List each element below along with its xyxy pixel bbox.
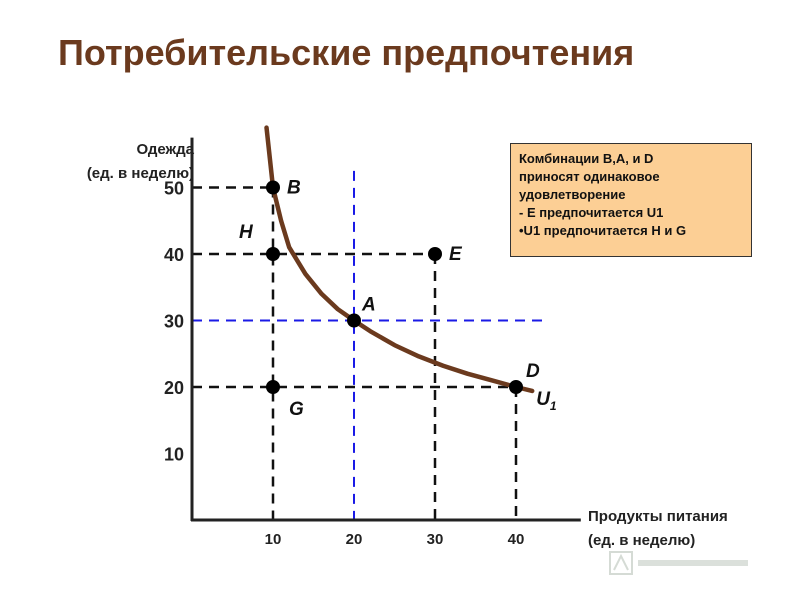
point-label-d: D — [526, 361, 540, 382]
legend-line: - E предпочитается U1 — [519, 205, 664, 220]
x-axis-label-line: (ед. в неделю) — [588, 532, 696, 549]
x-tick-label: 10 — [265, 531, 282, 548]
point-h — [266, 247, 280, 261]
y-tick-label: 50 — [164, 179, 184, 199]
y-axis-label-line: Одежда — [136, 141, 194, 158]
y-axis-label-line: (ед. в неделю) — [86, 165, 194, 182]
chart-title: Потребительские предпочтения — [58, 32, 635, 73]
point-a — [347, 313, 361, 328]
x-axis-label: Продукты питания (ед. в неделю) — [588, 505, 728, 553]
point-label-b: B — [287, 178, 301, 199]
point-label-e: E — [449, 244, 463, 265]
legend-line: •U1 предпочитается H и G — [519, 223, 687, 238]
point-e — [428, 247, 442, 261]
y-tick-label: 20 — [164, 378, 184, 398]
y-tick-label: 40 — [164, 245, 184, 265]
legend-box: Комбинации B,A, и D приносят одинаковое … — [510, 143, 752, 257]
legend-line: удовлетворение — [519, 187, 626, 202]
curve-label: U1 — [536, 389, 557, 413]
point-label-g: G — [289, 399, 304, 420]
legend-line: приносят одинаковое — [519, 169, 660, 184]
point-b — [266, 180, 280, 195]
y-tick-label: 30 — [164, 312, 184, 332]
point-label-a: A — [361, 295, 376, 316]
x-tick-label: 30 — [427, 531, 444, 548]
indifference-curve — [264, 125, 535, 394]
watermark-logo — [609, 551, 748, 575]
legend-line: Комбинации B,A, и D — [519, 151, 654, 166]
curve-label-subscript: 1 — [550, 399, 557, 413]
x-tick-label: 40 — [508, 531, 525, 548]
x-axis-label-line: Продукты питания — [588, 508, 728, 525]
y-tick-label: 10 — [164, 445, 184, 465]
point-d — [509, 380, 523, 394]
x-tick-label: 20 — [346, 531, 363, 548]
point-label-h: H — [239, 222, 254, 243]
point-g — [266, 380, 280, 394]
y-axis-label: Одежда (ед. в неделю) — [87, 138, 194, 186]
